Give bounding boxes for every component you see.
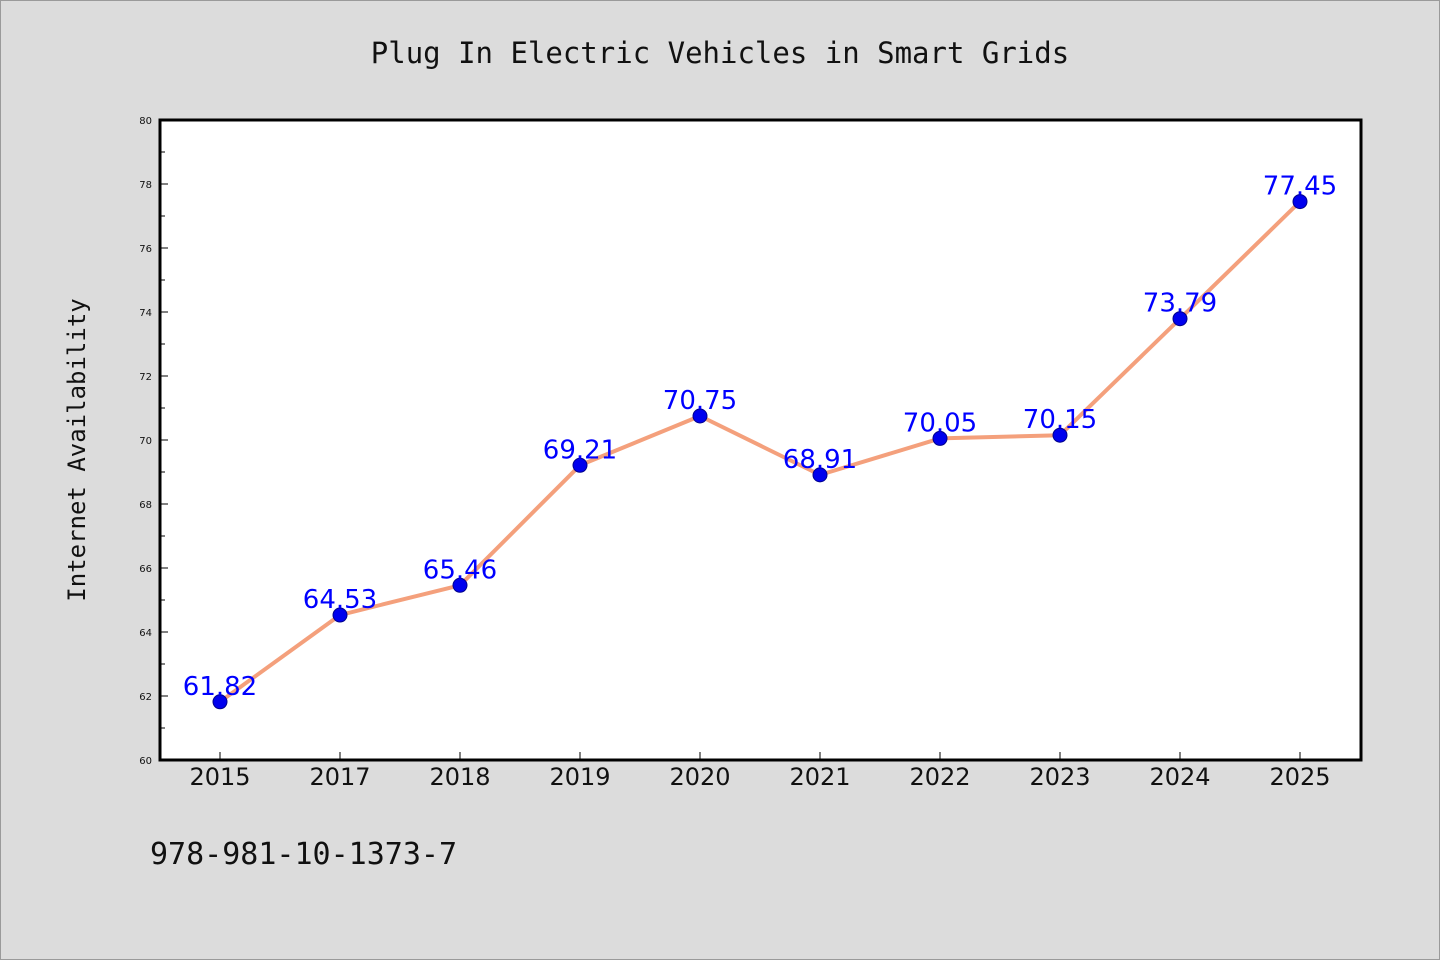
data-label: 68.91 [783,445,857,475]
x-tick-label: 2022 [909,763,970,791]
y-tick-label: 60 [139,756,152,767]
x-tick-label: 2025 [1269,763,1330,791]
y-tick-label: 78 [139,180,152,191]
y-tick-label: 64 [139,628,152,639]
x-tick-label: 2021 [789,763,850,791]
x-tick-label: 2017 [309,763,370,791]
x-tick-label: 2023 [1029,763,1090,791]
series-group [212,194,1308,710]
data-label: 69.21 [543,435,617,465]
data-label: 77.45 [1263,172,1337,202]
chart-title: Plug In Electric Vehicles in Smart Grids [371,36,1069,70]
y-tick-label: 72 [139,372,152,383]
footnote: 978-981-10-1373-7 [150,837,457,872]
y-axis-label: Internet Availability [63,298,91,601]
data-point [692,408,708,424]
y-axis: 60 62 64 66 68 70 72 74 76 78 80 [139,116,168,767]
y-tick-label: 80 [139,116,152,127]
plot-area [158,118,1363,762]
data-point [1292,194,1308,210]
x-tick-label: 2024 [1149,763,1210,791]
data-point [812,467,828,483]
y-tick-label: 62 [139,692,152,703]
data-label: 70.75 [663,386,737,416]
data-label: 70.05 [903,408,977,438]
data-point [332,607,348,623]
data-label: 61.82 [183,672,257,702]
x-tick-label: 2015 [189,763,250,791]
data-labels: 61.82 64.53 65.46 69.21 70.75 68.91 70.05 70.15… [183,172,1337,702]
x-tick-label: 2018 [429,763,490,791]
y-tick-label: 74 [139,308,152,319]
data-point [1172,311,1188,327]
data-point [212,694,228,710]
series-line [218,199,1302,704]
data-point [452,577,468,593]
data-label: 70.15 [1023,405,1097,435]
data-point [932,430,948,446]
y-tick-label: 68 [139,500,152,511]
data-label: 65.46 [423,555,497,585]
y-tick-label: 70 [139,436,152,447]
x-tick-label: 2020 [669,763,730,791]
data-point [572,457,588,473]
x-tick-label: 2019 [549,763,610,791]
data-point [1052,427,1068,443]
y-tick-label: 76 [139,244,152,255]
data-label: 64.53 [303,585,377,615]
y-tick-label: 66 [139,564,152,575]
data-label: 73.79 [1143,289,1217,319]
x-axis: 2015 2017 2018 2019 2020 2021 2022 2023 2024 2025 [189,752,1331,791]
